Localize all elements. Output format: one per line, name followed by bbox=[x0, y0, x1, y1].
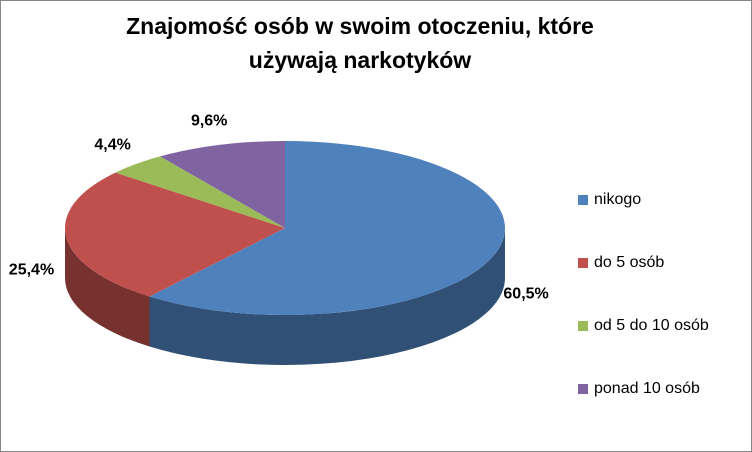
value-label: 25,4% bbox=[9, 261, 54, 278]
slice-side bbox=[65, 228, 150, 347]
value-label: 4,4% bbox=[94, 137, 130, 154]
legend-swatch bbox=[578, 321, 588, 331]
value-label: 9,6% bbox=[191, 112, 227, 129]
legend-label: ponad 10 osób bbox=[594, 380, 700, 397]
slice bbox=[115, 156, 285, 228]
chart-title: Znajomość osób w swoim otoczeniu, które bbox=[126, 13, 594, 39]
slice bbox=[149, 141, 505, 315]
legend-swatch bbox=[578, 258, 588, 268]
slice bbox=[64, 172, 285, 297]
legend-swatch bbox=[578, 384, 588, 394]
legend-label: od 5 do 10 osób bbox=[594, 317, 709, 334]
slice bbox=[160, 141, 285, 228]
legend-label: do 5 osób bbox=[594, 254, 664, 271]
value-label: 60,5% bbox=[503, 286, 548, 303]
chart-title: używają narkotyków bbox=[249, 47, 472, 73]
slice-side bbox=[149, 228, 505, 365]
legend-swatch bbox=[578, 195, 588, 205]
legend-label: nikogo bbox=[594, 191, 641, 208]
